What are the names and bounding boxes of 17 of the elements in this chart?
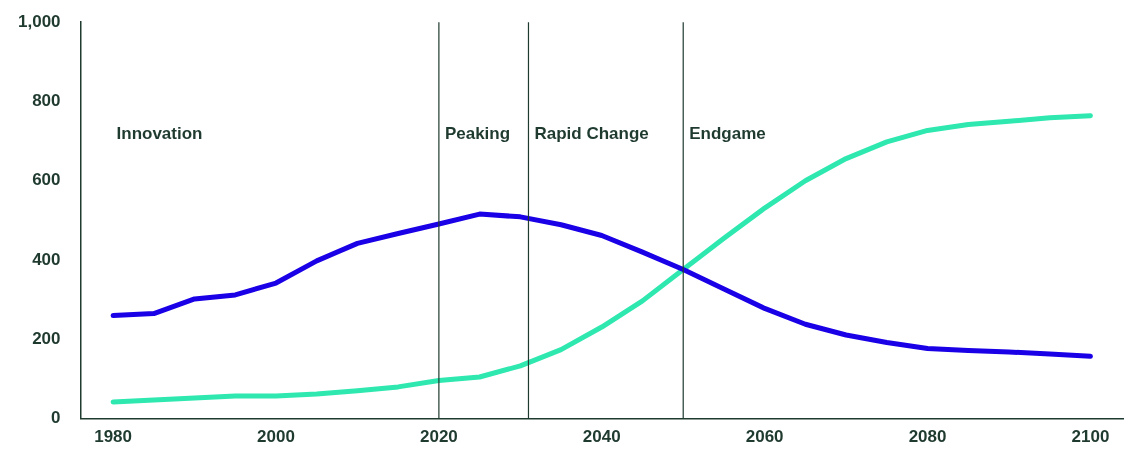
x-tick-label: 2080 <box>908 427 947 447</box>
y-tick-label: 200 <box>32 329 61 349</box>
y-tick-label: 0 <box>51 408 61 428</box>
x-tick-label: 2000 <box>257 427 295 447</box>
y-tick-label: 1,000 <box>17 11 61 31</box>
y-tick-label: 600 <box>32 170 61 190</box>
ref-line-label: Endgame <box>689 123 766 143</box>
ref-line-label: Rapid Change <box>534 123 649 143</box>
x-tick-label: 2020 <box>419 427 458 447</box>
x-tick-label: 2040 <box>582 427 621 447</box>
y-tick-label: 800 <box>32 91 61 111</box>
x-tick-label: 2060 <box>745 427 784 447</box>
y-tick-label: 400 <box>32 249 61 269</box>
ref-line-label: Peaking <box>444 123 511 143</box>
annotation: Innovation <box>116 123 203 143</box>
x-tick-label: 1980 <box>94 427 133 447</box>
x-tick-label: 2100 <box>1071 427 1110 447</box>
